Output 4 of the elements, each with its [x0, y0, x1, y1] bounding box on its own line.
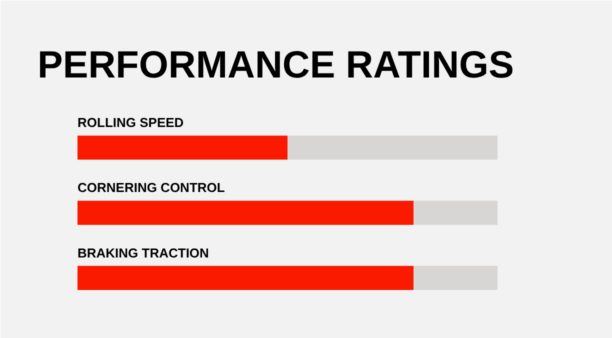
y-tick-label: BRAKING TRACTION — [78, 245, 209, 260]
y-tick-label: CORNERING CONTROL — [78, 180, 225, 196]
y-tick-label: ROLLING SPEED — [78, 115, 184, 130]
chart-title: PERFORMANCE RATINGS — [38, 44, 514, 86]
